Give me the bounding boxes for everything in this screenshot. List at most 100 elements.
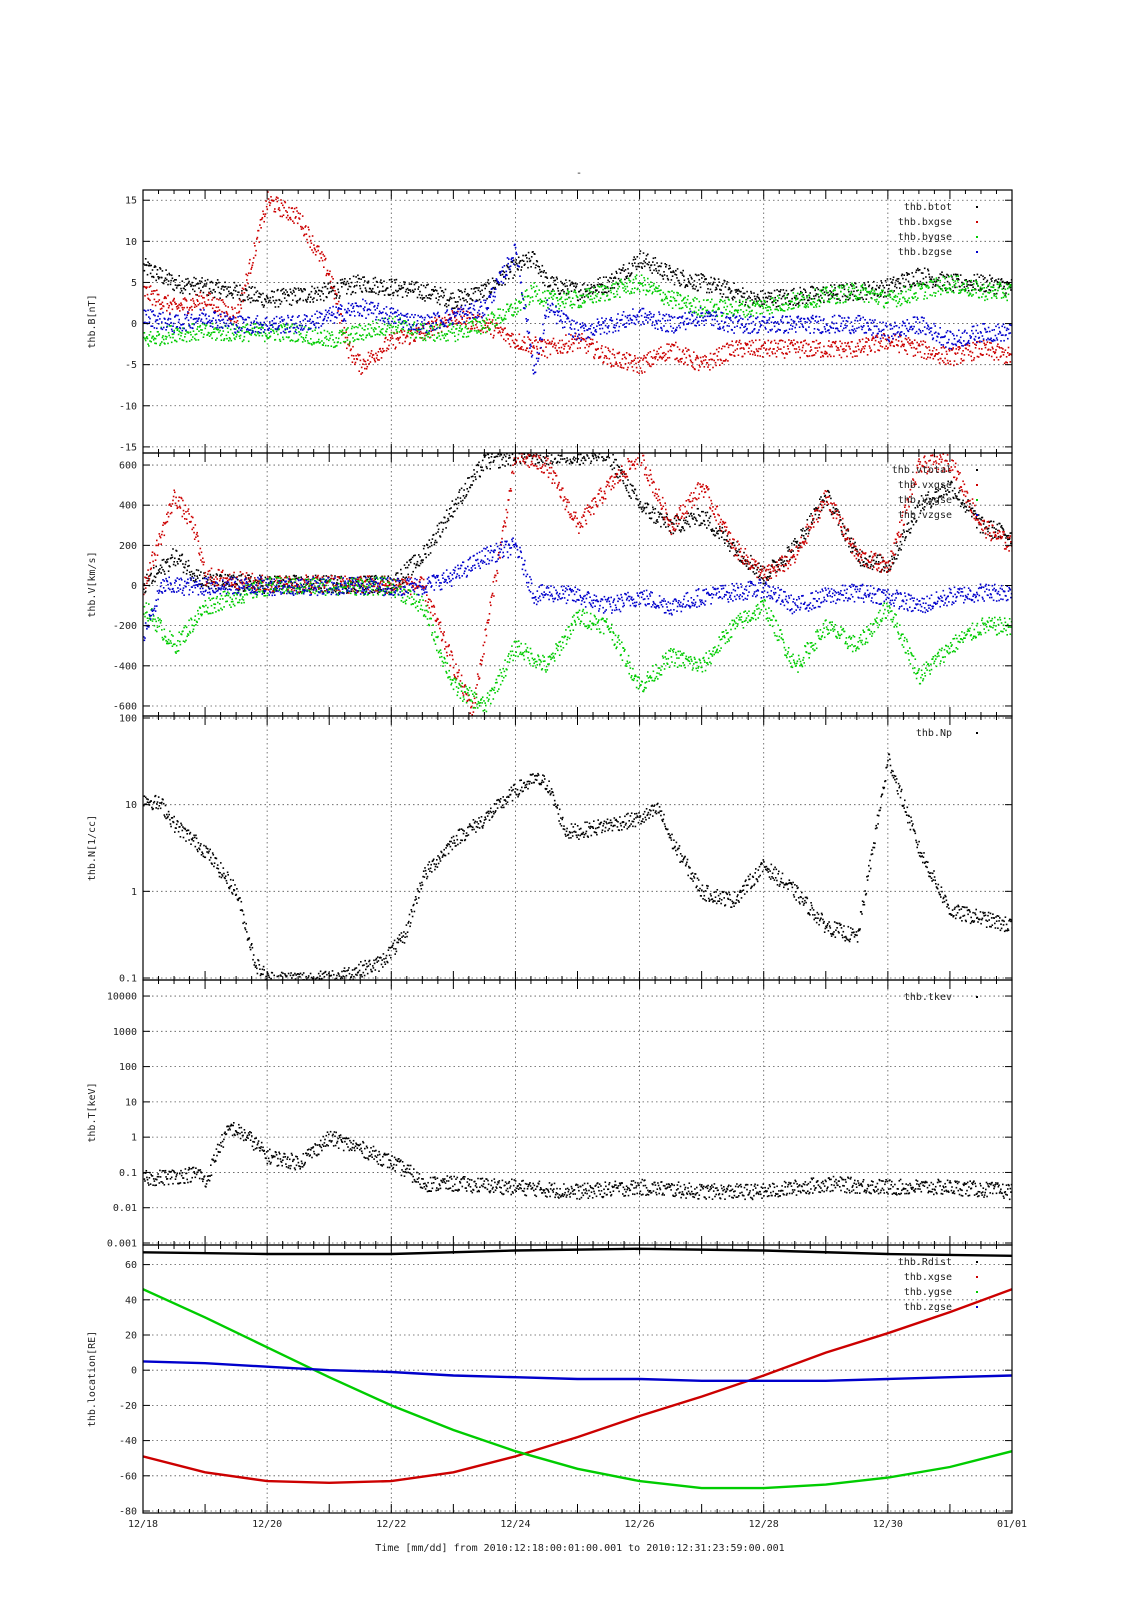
data-point [282,320,284,322]
data-point [897,280,899,283]
data-point [282,287,285,290]
data-point [518,265,521,268]
data-point [184,297,186,299]
data-point [922,283,924,285]
data-point [562,302,565,305]
data-point [487,322,490,324]
data-point [707,299,709,301]
data-point [772,303,775,306]
data-point [1001,288,1003,290]
data-point [355,284,358,287]
data-point [624,278,626,281]
data-point [598,283,601,285]
data-point [956,280,959,282]
data-point [160,327,162,330]
data-point [259,321,262,324]
data-point [806,295,808,297]
data-point [236,326,239,328]
data-point [688,302,691,305]
data-point [445,310,448,313]
data-point [527,350,530,353]
data-point [213,311,215,313]
data-point [154,314,156,317]
data-point [689,302,692,304]
data-point [679,358,682,360]
data-point [262,324,264,326]
data-point [665,359,668,361]
data-point [714,278,716,281]
data-point [236,330,239,332]
data-point [593,327,595,329]
data-point [616,293,619,296]
data-point [360,305,362,308]
data-point [206,333,209,336]
data-point [437,326,439,329]
data-point [605,355,607,358]
data-point [532,262,535,265]
data-point [378,290,381,292]
data-point [409,332,411,335]
data-point [983,290,985,293]
data-point [741,296,743,298]
data-point [945,289,947,292]
data-point [966,285,968,288]
data-point [184,336,186,338]
data-point [862,346,864,348]
data-point [765,296,768,299]
data-point [429,316,431,319]
data-point [933,347,935,349]
data-point [276,200,279,203]
data-point [347,288,349,291]
data-point [981,296,983,298]
data-point [640,370,643,372]
data-point [603,331,606,334]
data-point [567,292,570,294]
data-point [398,321,400,323]
data-point [635,265,637,268]
data-point [729,310,731,313]
data-point [725,358,727,361]
data-point [364,329,366,331]
data-point [871,288,873,290]
data-point [820,356,822,358]
data-point [426,333,429,336]
data-point [696,354,698,357]
data-point [321,313,323,315]
data-point [956,286,958,289]
data-point [823,293,826,296]
data-point [867,281,869,283]
data-point [572,303,575,306]
data-point [245,318,247,321]
data-point [319,316,321,318]
data-point [180,302,182,304]
data-point [830,344,833,346]
data-point [689,308,691,310]
data-point [416,281,418,284]
data-point [649,269,652,272]
data-point [634,262,636,264]
data-point [675,304,677,307]
data-point [928,281,931,283]
data-point [177,333,180,336]
data-point [968,280,971,282]
data-point [344,278,346,280]
data-point [329,334,332,337]
data-point [771,351,773,353]
data-point [372,301,374,304]
data-point [382,290,385,292]
data-point [468,307,470,310]
data-point [230,339,233,342]
data-point [216,310,219,312]
data-point [180,304,183,306]
data-point [980,274,982,276]
data-point [843,288,846,291]
data-point [324,257,327,260]
data-point [1006,281,1008,283]
data-point [643,279,646,282]
data-point [856,297,859,299]
data-point [680,361,683,363]
data-point [406,287,409,290]
data-point [593,334,596,336]
data-point [257,322,259,325]
data-point [463,332,465,335]
